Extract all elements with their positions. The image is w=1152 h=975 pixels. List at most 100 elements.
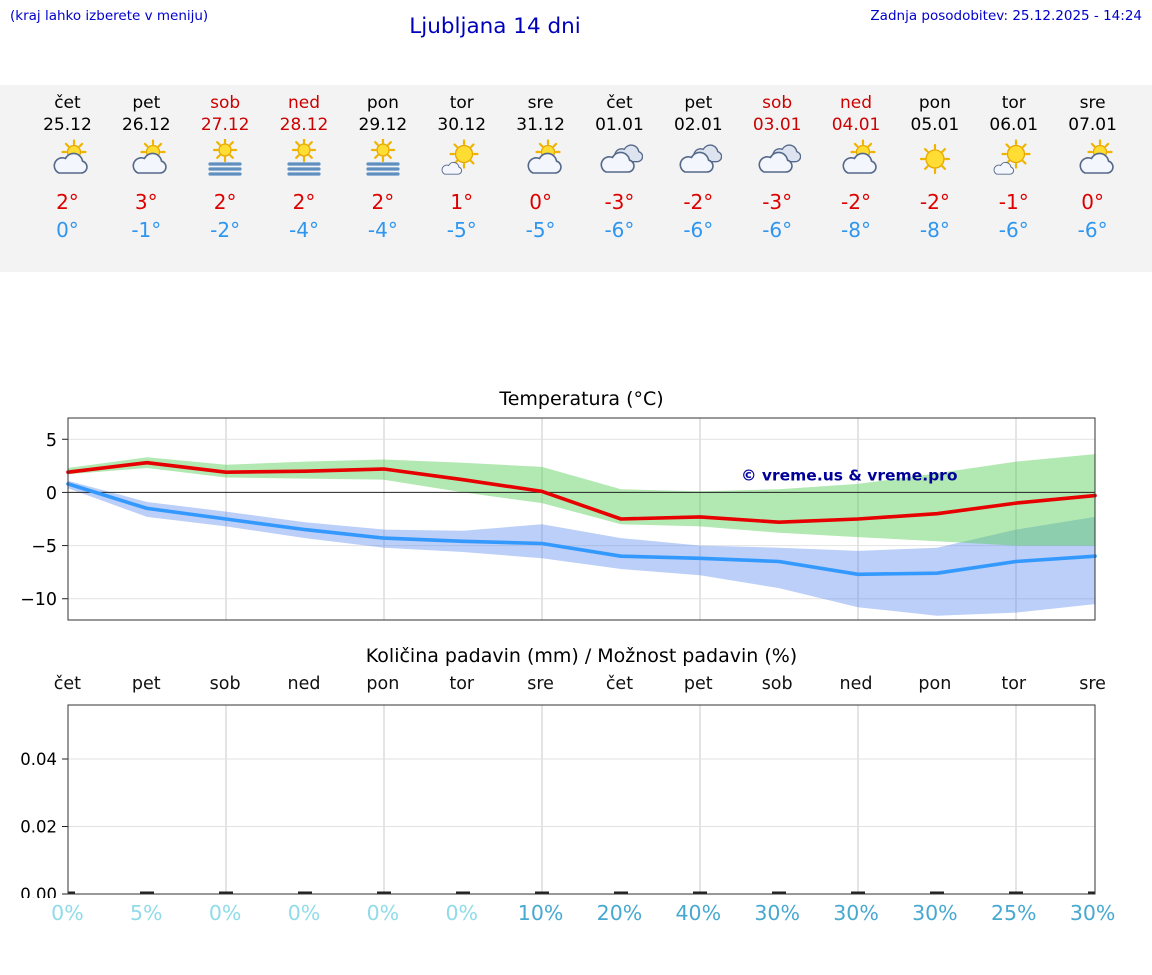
- partly-cloudy-icon: [817, 139, 896, 181]
- high-temperature: 0°: [529, 190, 552, 214]
- high-temperature: 1°: [450, 190, 474, 214]
- temperature-chart-title: Temperatura (°C): [499, 388, 664, 410]
- day-name: tor: [1001, 93, 1026, 113]
- day-name: čet: [54, 93, 81, 113]
- low-temperature: -5°: [525, 218, 556, 242]
- low-temperature: -1°: [131, 218, 162, 242]
- low-temperature: -4°: [289, 218, 319, 242]
- low-temperature: -6°: [998, 218, 1029, 242]
- precip-probability-row: 0% 5% 0% 0% 0% 0% 10% 20% 40% 30% 30% 30% 25% 30%: [0, 901, 1152, 925]
- precip-day-label: sob: [761, 674, 793, 694]
- precip-probability: 0%: [208, 901, 242, 925]
- precip-day-label: pet: [131, 674, 161, 694]
- forecast-day-column: pon 05.01 -2° -8°: [895, 85, 974, 272]
- high-temperature: 3°: [134, 190, 158, 214]
- svg-text:5: 5: [46, 431, 57, 451]
- day-name: ned: [840, 93, 873, 113]
- low-temperature: -6°: [683, 218, 714, 242]
- day-date: 04.01: [831, 115, 881, 135]
- high-temperature: 2°: [56, 190, 79, 214]
- forecast-day-column: tor 06.01 -1° -6°: [974, 85, 1053, 272]
- precip-day-label: sre: [527, 674, 554, 694]
- last-update-label: Zadnja posodobitev: 25.12.2025 - 14:24: [870, 8, 1142, 24]
- day-date: 01.01: [595, 115, 644, 135]
- partly-cloudy-icon: [28, 139, 107, 181]
- forecast-day-column: sre 07.01 0° -6°: [1053, 85, 1132, 272]
- day-name: tor: [449, 93, 474, 113]
- precip-day-label: pon: [366, 674, 400, 694]
- low-temperature: -6°: [762, 218, 793, 242]
- high-temperature: -2°: [919, 190, 950, 214]
- precip-probability: 30%: [1069, 901, 1116, 925]
- svg-text:0.04: 0.04: [20, 750, 57, 769]
- partly-cloudy-icon: [1053, 139, 1132, 181]
- precip-day-label: pon: [918, 674, 952, 694]
- precip-probability: 5%: [130, 901, 163, 925]
- low-temperature: -4°: [367, 218, 398, 242]
- low-temperature: -8°: [841, 218, 871, 242]
- day-name: pon: [366, 93, 399, 113]
- precip-probability: 20%: [596, 901, 643, 925]
- precip-day-label: sre: [1079, 674, 1106, 694]
- day-date: 25.12: [43, 115, 92, 135]
- precip-day-label: tor: [1001, 674, 1027, 694]
- page-title: Ljubljana 14 dni: [409, 14, 581, 39]
- day-date: 06.01: [989, 115, 1039, 135]
- low-temperature: -8°: [919, 218, 950, 242]
- precip-day-label: sob: [209, 674, 241, 694]
- forecast-day-column: tor 30.12 1° -5°: [422, 85, 501, 272]
- day-date: 05.01: [910, 115, 960, 135]
- precip-probability: 30%: [754, 901, 800, 925]
- mostly-sunny-icon: [422, 139, 501, 181]
- precip-day-label-row: čet pet sob ned pon tor sre čet pet sob ned pon tor s…: [0, 674, 1152, 694]
- forecast-day-column: pon 29.12 2° -4°: [343, 85, 422, 272]
- precip-day-label: ned: [287, 674, 321, 694]
- high-temperature: 2°: [213, 190, 237, 214]
- precip-probability: 0%: [287, 901, 321, 925]
- precip-day-label: pet: [683, 674, 713, 694]
- precip-day-label: ned: [839, 674, 873, 694]
- precipitation-chart: 0.00 0.02 0.04: [20, 704, 1096, 898]
- day-date: 02.01: [673, 115, 723, 135]
- high-temperature: -1°: [998, 190, 1029, 214]
- low-temperature: -2°: [210, 218, 241, 242]
- forecast-strip: čet 25.12 2° 0° pet 26.12 3° -1° sob 27.12 2° -2°…: [0, 85, 1152, 272]
- precip-probability: 25%: [990, 901, 1037, 925]
- precip-probability: 0%: [366, 901, 400, 925]
- cloudy-icon: [659, 139, 738, 181]
- day-name: pet: [132, 93, 161, 113]
- day-date: 07.01: [1068, 115, 1117, 135]
- precipitation-chart-title: Količina padavin (mm) / Možnost padavin …: [365, 645, 798, 667]
- fog-sun-icon: [186, 137, 265, 181]
- forecast-day-column: pet 26.12 3° -1°: [107, 85, 186, 272]
- forecast-day-column: čet 25.12 2° 0°: [28, 85, 107, 272]
- high-temperature: 2°: [292, 190, 316, 214]
- high-temperature: -3°: [762, 190, 793, 214]
- forecast-day-column: sob 27.12 2° -2°: [186, 85, 265, 272]
- day-name: pet: [684, 93, 713, 113]
- svg-text:0.00: 0.00: [20, 885, 57, 898]
- day-date: 27.12: [200, 115, 250, 135]
- forecast-day-column: ned 04.01 -2° -8°: [817, 85, 896, 272]
- svg-text:0: 0: [46, 484, 57, 504]
- day-date: 28.12: [279, 115, 329, 135]
- mostly-sunny-icon: [974, 139, 1053, 181]
- location-menu-hint: (kraj lahko izberete v meniju): [10, 8, 209, 24]
- watermark-link[interactable]: © vreme.us & vreme.pro: [741, 467, 957, 485]
- precip-probability: 10%: [517, 901, 564, 925]
- low-temperature: -6°: [1077, 218, 1108, 242]
- low-temperature: 0°: [56, 218, 79, 242]
- day-name: ned: [287, 93, 321, 113]
- high-temperature: 2°: [371, 190, 395, 214]
- precip-probability: 0%: [445, 901, 478, 925]
- precip-day-label: tor: [449, 674, 475, 694]
- day-date: 03.01: [752, 115, 802, 135]
- day-date: 31.12: [516, 115, 565, 135]
- temperature-chart: 5 0 −5 −10 © vreme.us & vreme.pro: [20, 417, 1097, 621]
- day-date: 30.12: [437, 115, 487, 135]
- high-temperature: -2°: [683, 190, 714, 214]
- day-name: sob: [210, 93, 241, 113]
- forecast-day-column: čet 01.01 -3° -6°: [580, 85, 659, 272]
- day-name: sob: [762, 93, 793, 113]
